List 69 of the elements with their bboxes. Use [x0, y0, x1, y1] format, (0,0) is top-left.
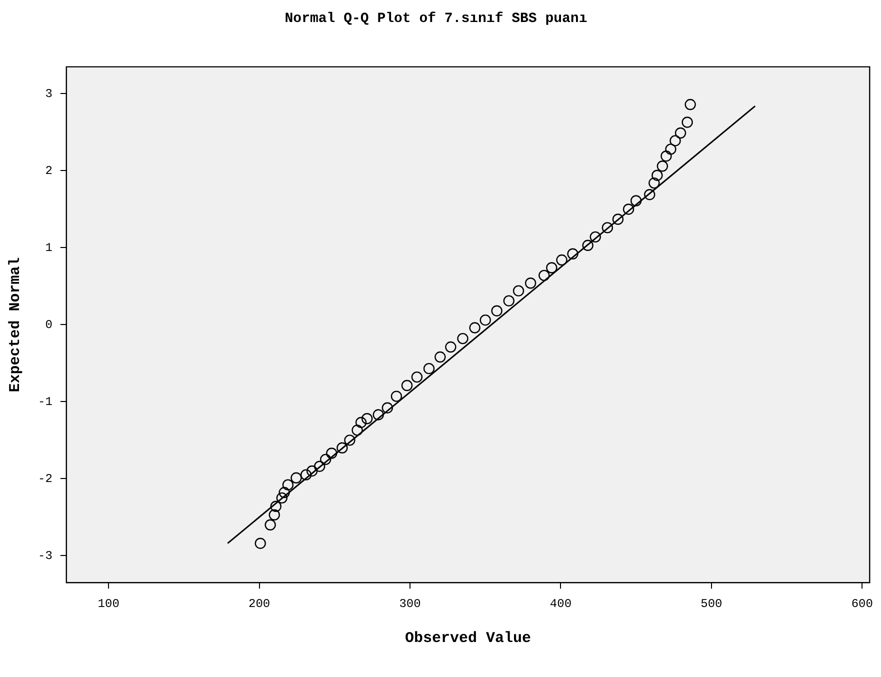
point [590, 231, 601, 243]
point [538, 270, 550, 282]
point [457, 332, 468, 344]
point [665, 144, 676, 155]
point [674, 127, 686, 139]
point [326, 448, 338, 459]
point [282, 479, 294, 490]
point [268, 509, 280, 520]
point [320, 454, 332, 466]
y-tick-label: -1 [38, 394, 52, 409]
point [372, 409, 384, 420]
point [503, 295, 514, 306]
point [290, 472, 302, 484]
point [411, 371, 423, 383]
x-tick-label: 200 [248, 596, 270, 611]
point [270, 500, 282, 512]
y-tick-label: 2 [45, 164, 52, 178]
x-tick-label: 100 [98, 596, 120, 611]
point [602, 222, 614, 234]
point [401, 380, 413, 392]
point [314, 460, 326, 472]
point [546, 262, 558, 274]
point [300, 469, 312, 480]
y-axis-title: Expected Normal [6, 257, 24, 392]
point [382, 402, 393, 414]
point [622, 204, 634, 215]
point [682, 116, 693, 128]
chart-title: Normal Q-Q Plot of 7.sınıf SBS puanı [284, 10, 588, 27]
point [336, 442, 348, 454]
x-tick-label: 400 [550, 596, 572, 611]
y-tick-label: 3 [45, 86, 52, 101]
point [276, 492, 288, 504]
point [648, 177, 660, 189]
y-tick-label: -3 [38, 548, 52, 563]
point [355, 416, 367, 428]
point [524, 278, 536, 289]
point [423, 362, 435, 374]
point [344, 434, 356, 446]
point [684, 98, 696, 110]
x-tick-label: 600 [851, 596, 873, 611]
point [656, 160, 668, 172]
y-tick-label: 0 [45, 318, 52, 332]
point [582, 240, 594, 252]
point [652, 170, 663, 181]
point [390, 390, 402, 402]
point [670, 135, 681, 146]
point [512, 285, 524, 296]
point [306, 465, 318, 477]
y-tick-label: 1 [45, 240, 52, 255]
y-tick-label: -2 [38, 472, 52, 486]
point [264, 519, 276, 530]
x-tick-label: 300 [399, 596, 421, 611]
point [630, 195, 642, 206]
point [278, 486, 290, 498]
point [352, 424, 363, 436]
point [660, 150, 672, 162]
point [612, 214, 624, 225]
point [361, 413, 373, 424]
point [644, 188, 656, 200]
point [469, 322, 480, 334]
point [480, 314, 491, 326]
point [254, 538, 266, 549]
point [556, 254, 568, 266]
x-axis-title: Observed Value [405, 630, 532, 647]
point [567, 248, 578, 260]
point [434, 351, 446, 363]
x-tick-label: 500 [700, 596, 722, 611]
point [445, 341, 456, 353]
point [491, 305, 502, 316]
